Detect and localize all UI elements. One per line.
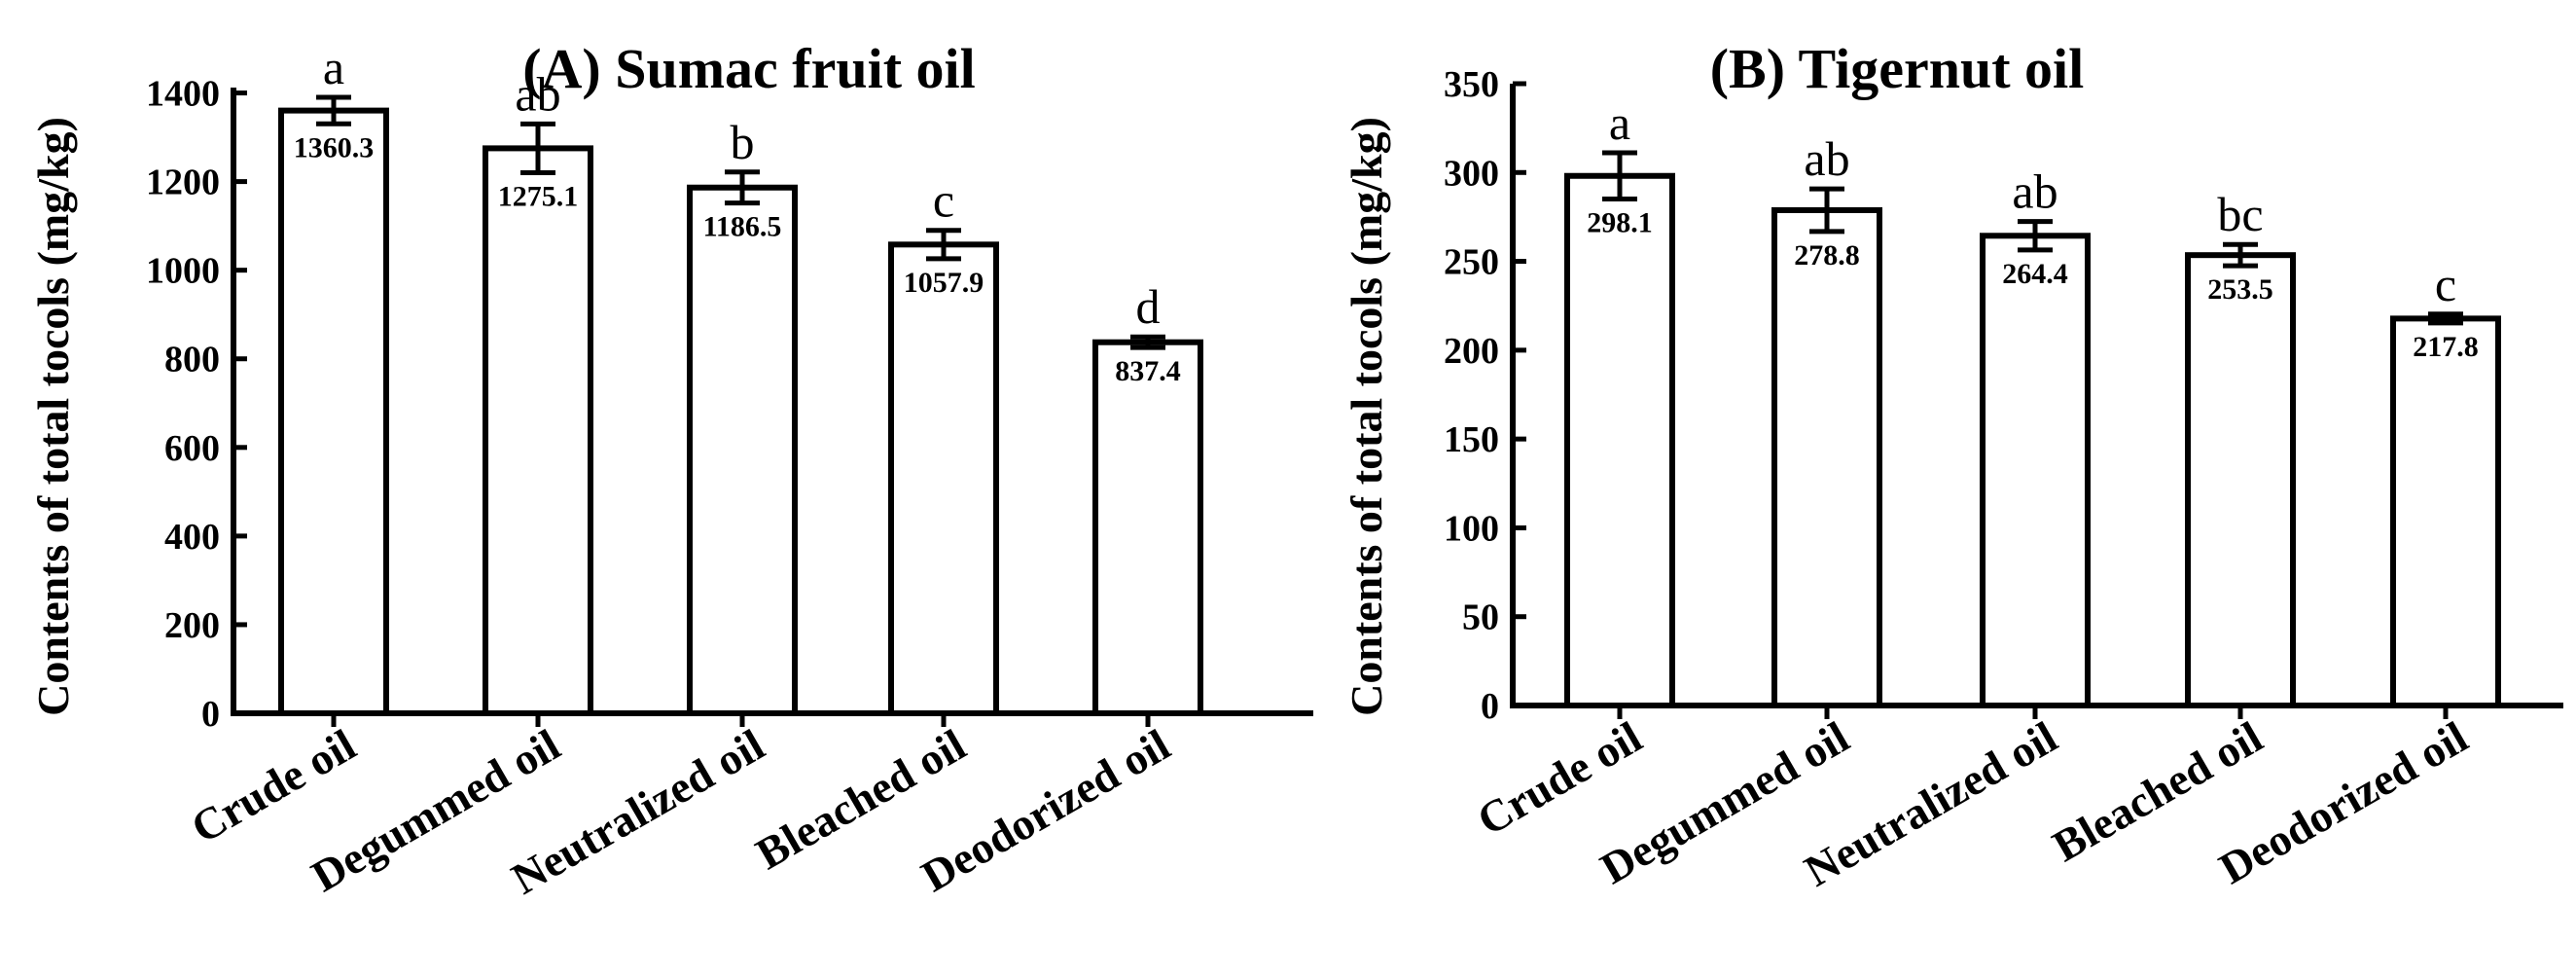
significance-letter: a bbox=[1609, 95, 1630, 150]
bar bbox=[1980, 233, 2091, 709]
y-ticks-a: 0 200 400 600 800 1000 1200 1400 bbox=[146, 74, 247, 735]
data-label: 1275.1 bbox=[498, 180, 579, 212]
y-tick-label: 200 bbox=[164, 605, 220, 646]
bars-a: 1360.3 a 1275.1 ab 1186.5 b 1057.9 c 837.4 d bbox=[278, 40, 1203, 717]
y-tick-label: 800 bbox=[164, 340, 220, 380]
data-label: 278.8 bbox=[1794, 239, 1860, 271]
y-tick-label: 100 bbox=[1444, 508, 1499, 549]
y-tick-label: 600 bbox=[164, 428, 220, 469]
bar bbox=[483, 145, 593, 716]
bar bbox=[888, 241, 999, 717]
bar bbox=[1771, 206, 1882, 709]
data-label: 1057.9 bbox=[904, 267, 984, 299]
significance-letter: a bbox=[323, 40, 344, 94]
y-tick-label: 50 bbox=[1462, 597, 1499, 638]
x-tick-label: Crude oil bbox=[1469, 711, 1650, 845]
chart-panel-a: (A) Sumac fruit oil Contents of total to… bbox=[28, 37, 1313, 904]
bar bbox=[278, 107, 389, 717]
chart-title-a: (A) Sumac fruit oil bbox=[522, 37, 976, 100]
y-tick-label: 300 bbox=[1444, 153, 1499, 194]
y-axis-label-a: Contents of total tocols (mg/kg) bbox=[28, 117, 78, 716]
data-label: 264.4 bbox=[2002, 258, 2068, 290]
data-label: 298.1 bbox=[1587, 206, 1653, 238]
y-ticks-b: 0 50 100 150 200 250 300 350 bbox=[1444, 64, 1526, 727]
x-tick-label: Crude oil bbox=[183, 719, 364, 852]
y-axis-label-b: Contents of total tocols (mg/kg) bbox=[1342, 117, 1391, 716]
bar bbox=[2390, 315, 2501, 708]
y-tick-label: 400 bbox=[164, 517, 220, 558]
significance-letter: ab bbox=[515, 66, 560, 121]
y-tick-label: 350 bbox=[1444, 64, 1499, 105]
y-tick-label: 1000 bbox=[146, 251, 220, 292]
significance-letter: c bbox=[933, 173, 954, 228]
chart-panel-b: (B) Tigernut oil Contents of total tocol… bbox=[1342, 37, 2563, 896]
significance-letter: b bbox=[731, 115, 755, 169]
y-tick-label: 150 bbox=[1444, 419, 1499, 460]
y-tick-label: 0 bbox=[201, 694, 220, 735]
y-tick-label: 1400 bbox=[146, 74, 220, 115]
bar bbox=[687, 184, 798, 716]
data-label: 1186.5 bbox=[703, 211, 782, 243]
y-tick-label: 250 bbox=[1444, 242, 1499, 283]
y-tick-label: 200 bbox=[1444, 331, 1499, 372]
y-tick-label: 0 bbox=[1481, 686, 1499, 727]
significance-letter: d bbox=[1136, 279, 1161, 334]
bars-b: 298.1 a 278.8 ab 264.4 ab 253.5 bc 217.8 c bbox=[1564, 95, 2501, 709]
y-tick-label: 1200 bbox=[146, 163, 220, 203]
significance-letter: c bbox=[2435, 257, 2456, 311]
chart-title-b: (B) Tigernut oil bbox=[1710, 37, 2085, 100]
significance-letter: bc bbox=[2217, 187, 2263, 241]
data-label: 837.4 bbox=[1115, 355, 1181, 387]
bar bbox=[1092, 339, 1203, 716]
bar bbox=[1564, 172, 1675, 708]
bar bbox=[2185, 252, 2296, 708]
data-label: 1360.3 bbox=[294, 131, 375, 163]
significance-letter: ab bbox=[2012, 164, 2057, 219]
significance-letter: ab bbox=[1804, 131, 1849, 186]
data-label: 217.8 bbox=[2413, 331, 2479, 363]
data-label: 253.5 bbox=[2207, 273, 2273, 306]
